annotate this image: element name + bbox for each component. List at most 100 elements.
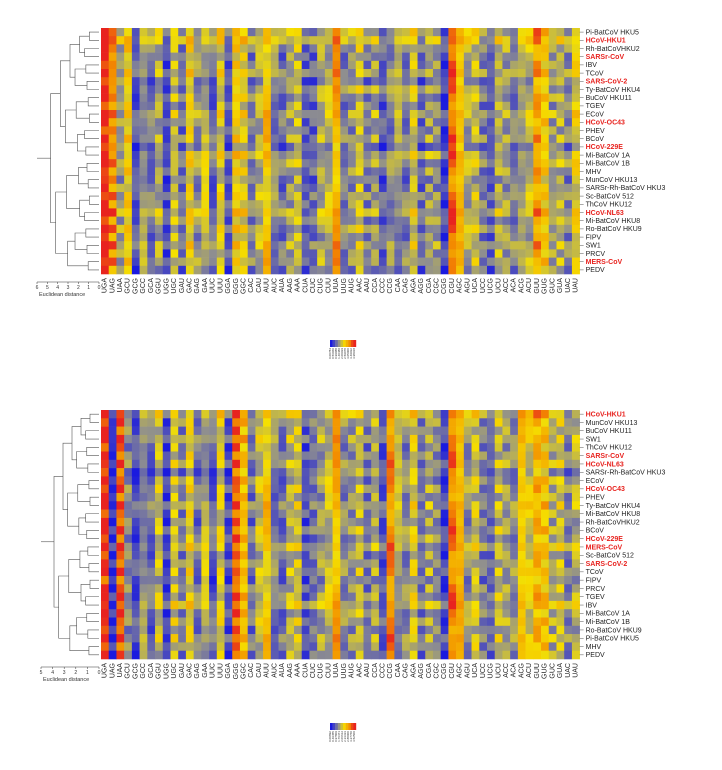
heatmap-cell (502, 517, 511, 527)
heatmap-cell (425, 426, 434, 436)
heatmap-cell (209, 517, 218, 527)
heatmap-cell (510, 551, 519, 560)
heatmap-cell (263, 200, 272, 209)
heatmap-cell (510, 559, 519, 568)
color-key-label: 1.76471 (337, 731, 341, 742)
heatmap-cell (440, 418, 449, 427)
heatmap-cell (494, 476, 503, 485)
heatmap-cell (448, 468, 457, 477)
heatmap-cell (386, 192, 395, 201)
heatmap-cell (162, 642, 171, 651)
column-label: CCA (372, 278, 379, 293)
heatmap-cell (463, 642, 472, 651)
heatmap-cell (108, 625, 117, 635)
heatmap-cell (108, 208, 117, 217)
heatmap-cell (193, 517, 202, 527)
heatmap-cell (294, 44, 303, 53)
heatmap-cell (456, 192, 465, 201)
heatmap-cell (371, 249, 380, 258)
column-label: GAA (202, 663, 209, 678)
heatmap-cell (348, 600, 357, 610)
heatmap-cell (178, 642, 187, 651)
heatmap-cell (494, 517, 503, 527)
heatmap-cell (517, 484, 526, 494)
heatmap-cell (139, 233, 148, 242)
heatmap-cell (479, 501, 488, 510)
heatmap-cell (278, 249, 287, 258)
heatmap-cell (494, 93, 503, 103)
heatmap-cell (224, 151, 233, 160)
heatmap-cell (448, 526, 457, 535)
dendrogram-branch (50, 93, 61, 224)
heatmap-cell (201, 77, 210, 86)
heatmap-cell (556, 126, 565, 135)
heatmap-cell (131, 52, 140, 62)
color-key-label: 1.40480 (337, 348, 341, 359)
heatmap-cell (556, 134, 565, 144)
heatmap-cell (417, 142, 426, 152)
heatmap-cell (193, 265, 202, 275)
heatmap-cell (209, 567, 218, 577)
heatmap-cell (525, 410, 534, 419)
heatmap-cell (386, 534, 395, 544)
heatmap-cell (286, 134, 295, 144)
heatmap-cell (386, 468, 395, 477)
heatmap-cell (548, 77, 557, 86)
heatmap-cell (548, 410, 557, 419)
heatmap-cell (525, 118, 534, 127)
heatmap-cell (517, 526, 526, 535)
heatmap-cell (108, 576, 117, 585)
heatmap-cell (533, 200, 542, 209)
heatmap-cell (294, 459, 303, 469)
heatmap-cell (510, 52, 519, 62)
heatmap-cell (432, 134, 441, 144)
heatmap-cell (216, 167, 225, 176)
heatmap-cell (425, 476, 434, 485)
column-label: UCU (495, 663, 502, 678)
heatmap-cell (571, 216, 580, 226)
heatmap-cell (425, 526, 434, 535)
heatmap-cell (386, 609, 395, 618)
heatmap-cell (402, 85, 411, 94)
heatmap-cell (541, 426, 550, 436)
heatmap-cell (301, 551, 310, 560)
heatmap-cell (541, 36, 550, 45)
heatmap-cell (564, 634, 573, 643)
row-label: SW1 (586, 243, 601, 250)
heatmap-cell (309, 60, 318, 70)
heatmap-cell (332, 576, 341, 585)
heatmap-cell (178, 451, 187, 461)
heatmap-cell (301, 476, 310, 485)
heatmap-cell (409, 476, 418, 485)
heatmap-cell (224, 501, 233, 510)
column-label: GAU (179, 663, 186, 678)
heatmap-cell (147, 451, 156, 461)
heatmap-cell (270, 576, 279, 585)
heatmap-cell (155, 418, 164, 427)
color-key-swatch (350, 723, 354, 730)
heatmap-cell (463, 426, 472, 436)
heatmap-cell (548, 559, 557, 568)
heatmap-cell (155, 241, 164, 250)
heatmap-cell (417, 418, 426, 427)
heatmap-cell (394, 208, 403, 217)
heatmap-cell (224, 192, 233, 201)
heatmap-cell (394, 650, 403, 660)
heatmap-cell (332, 126, 341, 135)
heatmap-cell (131, 434, 140, 444)
heatmap-cell (448, 110, 457, 119)
heatmap-cell (185, 101, 194, 111)
heatmap-cell (378, 134, 387, 144)
heatmap-cell (355, 468, 364, 477)
column-label: GGG (233, 663, 240, 679)
heatmap-cell (425, 241, 434, 250)
heatmap-cell (263, 233, 272, 242)
heatmap-cell (101, 576, 110, 585)
heatmap-cell (355, 576, 364, 585)
heatmap-cell (378, 542, 387, 552)
heatmap-cell (332, 592, 341, 602)
heatmap-cell (131, 534, 140, 544)
heatmap-cell (332, 175, 341, 185)
heatmap-cell (494, 426, 503, 436)
heatmap-cell (201, 443, 210, 452)
